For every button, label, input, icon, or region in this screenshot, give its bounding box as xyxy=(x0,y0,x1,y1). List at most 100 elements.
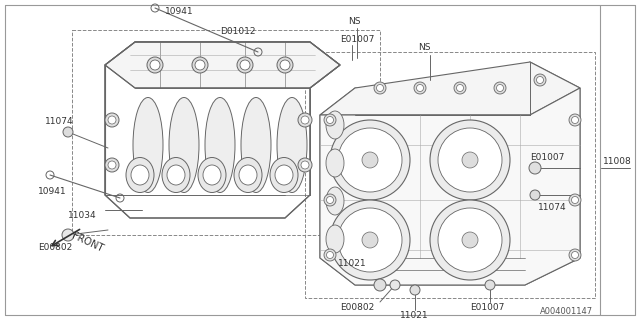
Polygon shape xyxy=(320,62,580,115)
Text: E01007: E01007 xyxy=(470,303,504,313)
Ellipse shape xyxy=(198,157,226,193)
Text: D01012: D01012 xyxy=(220,28,255,36)
Circle shape xyxy=(569,194,581,206)
Ellipse shape xyxy=(275,165,293,185)
Text: NS: NS xyxy=(418,44,431,52)
Circle shape xyxy=(108,116,116,124)
Ellipse shape xyxy=(203,165,221,185)
Ellipse shape xyxy=(326,225,344,253)
Circle shape xyxy=(438,208,502,272)
Text: E00802: E00802 xyxy=(340,303,374,313)
Circle shape xyxy=(430,200,510,280)
Circle shape xyxy=(324,194,336,206)
Circle shape xyxy=(62,229,74,241)
Circle shape xyxy=(572,252,579,259)
Circle shape xyxy=(534,74,546,86)
Circle shape xyxy=(105,113,119,127)
Circle shape xyxy=(497,84,504,92)
Ellipse shape xyxy=(326,149,344,177)
Text: E01007: E01007 xyxy=(530,154,564,163)
Circle shape xyxy=(298,158,312,172)
Text: 10941: 10941 xyxy=(165,7,194,17)
Ellipse shape xyxy=(205,98,235,193)
Ellipse shape xyxy=(277,98,307,193)
Circle shape xyxy=(536,76,543,84)
Circle shape xyxy=(529,162,541,174)
Circle shape xyxy=(280,60,290,70)
Circle shape xyxy=(530,190,540,200)
Circle shape xyxy=(417,84,424,92)
Circle shape xyxy=(324,114,336,126)
Circle shape xyxy=(572,116,579,124)
Circle shape xyxy=(462,152,478,168)
Circle shape xyxy=(338,208,402,272)
Ellipse shape xyxy=(167,165,185,185)
Circle shape xyxy=(438,128,502,192)
Circle shape xyxy=(301,161,309,169)
Circle shape xyxy=(326,116,333,124)
Text: 10941: 10941 xyxy=(38,188,67,196)
Circle shape xyxy=(414,82,426,94)
Ellipse shape xyxy=(126,157,154,193)
Circle shape xyxy=(376,84,383,92)
Circle shape xyxy=(298,113,312,127)
Ellipse shape xyxy=(162,157,190,193)
Circle shape xyxy=(572,196,579,204)
Polygon shape xyxy=(105,42,340,218)
Circle shape xyxy=(494,82,506,94)
Circle shape xyxy=(277,57,293,73)
Text: 11008: 11008 xyxy=(603,157,632,166)
Circle shape xyxy=(362,152,378,168)
Circle shape xyxy=(374,279,386,291)
Text: E01007: E01007 xyxy=(340,36,374,44)
Circle shape xyxy=(330,120,410,200)
Ellipse shape xyxy=(239,165,257,185)
Polygon shape xyxy=(105,42,340,88)
Polygon shape xyxy=(320,88,580,285)
Circle shape xyxy=(390,280,400,290)
Circle shape xyxy=(362,232,378,248)
Circle shape xyxy=(485,280,495,290)
Ellipse shape xyxy=(131,165,149,185)
Text: 11034: 11034 xyxy=(68,211,97,220)
Circle shape xyxy=(63,127,73,137)
Circle shape xyxy=(454,82,466,94)
Circle shape xyxy=(456,84,463,92)
Text: A004001147: A004001147 xyxy=(540,308,593,316)
Ellipse shape xyxy=(326,187,344,215)
Ellipse shape xyxy=(270,157,298,193)
Circle shape xyxy=(108,161,116,169)
Circle shape xyxy=(462,232,478,248)
Circle shape xyxy=(410,285,420,295)
Ellipse shape xyxy=(169,98,199,193)
Text: FRONT: FRONT xyxy=(70,230,104,254)
Circle shape xyxy=(240,60,250,70)
Text: 11074: 11074 xyxy=(538,204,566,212)
Circle shape xyxy=(569,114,581,126)
Text: 11074: 11074 xyxy=(45,117,74,126)
Circle shape xyxy=(569,249,581,261)
Circle shape xyxy=(324,249,336,261)
Circle shape xyxy=(237,57,253,73)
Circle shape xyxy=(147,57,163,73)
Ellipse shape xyxy=(133,98,163,193)
Text: NS: NS xyxy=(348,18,360,27)
Ellipse shape xyxy=(326,111,344,139)
Circle shape xyxy=(150,60,160,70)
Circle shape xyxy=(430,120,510,200)
Circle shape xyxy=(338,128,402,192)
Circle shape xyxy=(374,82,386,94)
Polygon shape xyxy=(320,62,580,285)
Circle shape xyxy=(192,57,208,73)
Circle shape xyxy=(195,60,205,70)
Circle shape xyxy=(105,158,119,172)
Ellipse shape xyxy=(234,157,262,193)
Circle shape xyxy=(330,200,410,280)
Text: 11021: 11021 xyxy=(338,259,367,268)
Text: 11021: 11021 xyxy=(400,310,429,319)
Ellipse shape xyxy=(241,98,271,193)
Circle shape xyxy=(301,116,309,124)
Circle shape xyxy=(326,252,333,259)
Circle shape xyxy=(326,196,333,204)
Text: E00802: E00802 xyxy=(38,244,72,252)
